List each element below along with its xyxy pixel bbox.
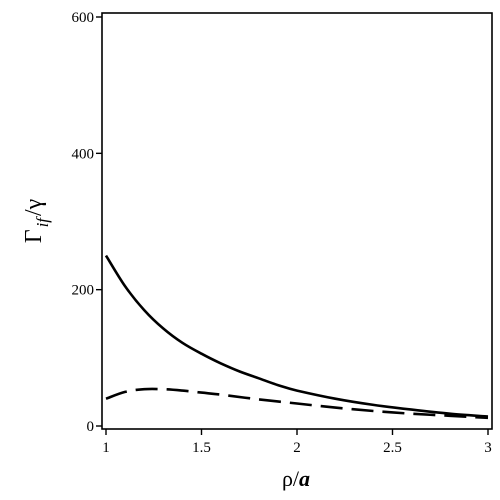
y-tick-label: 600: [72, 10, 95, 26]
y-axis-label-sub: if: [33, 216, 52, 228]
solid-series-line: [104, 254, 489, 418]
x-tick-label: 2.5: [383, 440, 402, 456]
series-lines: [104, 254, 489, 420]
dashed-series-line: [105, 387, 489, 420]
y-axis-label-main: Γ: [21, 229, 47, 243]
x-axis-label-main: ρ/: [282, 466, 300, 491]
axis-labels: Γif/γ ρ/a: [21, 198, 310, 491]
x-tick-label: 1: [102, 440, 110, 456]
y-tick-label: 400: [72, 146, 95, 162]
axis-ticks: 1 1.5 2 2.5 3 0 200 400 600: [72, 10, 492, 456]
y-tick-label: 200: [72, 283, 95, 299]
x-axis-label: ρ/a: [282, 466, 310, 491]
plot-frame: [101, 12, 493, 430]
x-tick-label: 1.5: [192, 440, 211, 456]
y-axis-label-tail: /γ: [21, 198, 47, 216]
x-axis-label-italic: a: [299, 466, 310, 491]
y-axis-label: Γif/γ: [21, 198, 52, 243]
x-tick-label: 2: [293, 440, 301, 456]
x-tick-label: 3: [484, 440, 492, 456]
y-tick-label: 0: [87, 419, 95, 435]
